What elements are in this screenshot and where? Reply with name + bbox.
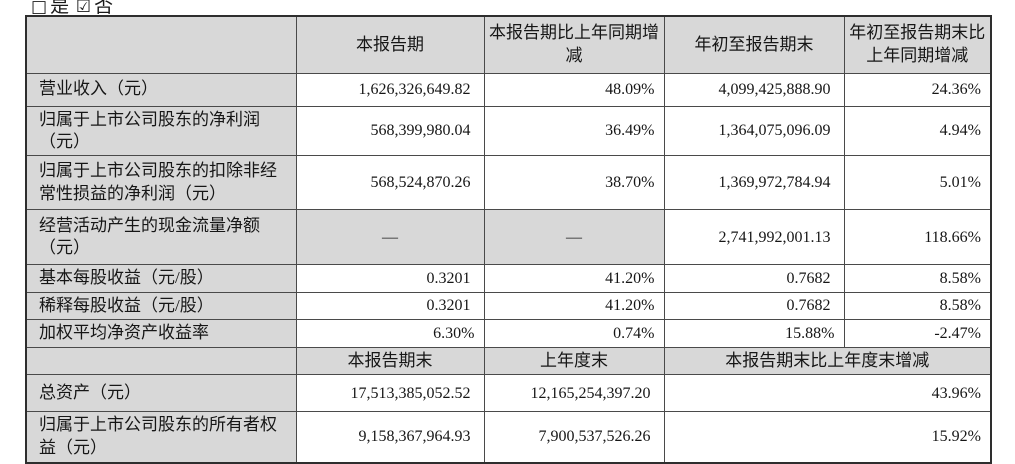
cell-value: 15.88%: [663, 319, 845, 348]
cell-value: 38.70%: [483, 155, 665, 211]
yes-checkbox-label: 是: [50, 0, 71, 17]
row-label: 归属于上市公司股东的净利润（元）: [25, 105, 297, 157]
col-header-year-to-date-change: 年初至报告期末比上年同期增减: [843, 15, 992, 74]
financial-summary-table: 本报告期 本报告期比上年同期增减 年初至报告期末 年初至报告期末比上年同期增减 …: [25, 15, 992, 464]
cell-value: 24.36%: [843, 72, 992, 107]
cell-value: 4.94%: [843, 105, 992, 157]
subheader-empty-cell: [25, 346, 297, 376]
table-row-basic-eps: 基本每股收益（元/股） 0.3201 41.20% 0.7682 8.58%: [25, 264, 992, 293]
cell-value: 9,158,367,964.93: [295, 411, 485, 464]
cell-value: 41.20%: [483, 291, 665, 321]
col-header-end-of-prior-year: 上年度末: [483, 346, 665, 376]
cell-value: 0.74%: [483, 319, 665, 348]
table-row-net-profit-excl-nonrecurring: 归属于上市公司股东的扣除非经常性损益的净利润（元） 568,524,870.26…: [25, 155, 992, 211]
table-row-shareholders-equity: 归属于上市公司股东的所有者权益（元） 9,158,367,964.93 7,90…: [25, 411, 992, 464]
row-label: 基本每股收益（元/股）: [25, 264, 297, 293]
cell-value: 8.58%: [843, 291, 992, 321]
cell-value: 17,513,385,052.52: [295, 374, 485, 413]
cell-value: 118.66%: [843, 209, 992, 266]
cell-value: 7,900,537,526.26: [483, 411, 665, 464]
row-label: 归属于上市公司股东的所有者权益（元）: [25, 411, 297, 464]
row-label: 稀释每股收益（元/股）: [25, 291, 297, 321]
cell-value: 36.49%: [483, 105, 665, 157]
col-header-end-of-period-change: 本报告期末比上年度末增减: [663, 346, 992, 376]
cell-value: 1,369,972,784.94: [663, 155, 845, 211]
cell-value: 568,399,980.04: [295, 105, 485, 157]
cell-value: 0.3201: [295, 264, 485, 293]
cell-value: -2.47%: [843, 319, 992, 348]
cell-value: 0.3201: [295, 291, 485, 321]
table-row-total-assets: 总资产（元） 17,513,385,052.52 12,165,254,397.…: [25, 374, 992, 413]
cell-value: 12,165,254,397.20: [483, 374, 665, 413]
col-header-current-period: 本报告期: [295, 15, 485, 74]
table-row-net-profit: 归属于上市公司股东的净利润（元） 568,399,980.04 36.49% 1…: [25, 105, 992, 157]
col-header-year-to-date: 年初至报告期末: [663, 15, 845, 74]
table-row-weighted-avg-roe: 加权平均净资产收益率 6.30% 0.74% 15.88% -2.47%: [25, 319, 992, 348]
row-label: 归属于上市公司股东的扣除非经常性损益的净利润（元）: [25, 155, 297, 211]
no-checkbox-label: 否: [94, 0, 115, 17]
cell-value: 6.30%: [295, 319, 485, 348]
cell-value: 43.96%: [663, 374, 992, 413]
cell-value: 1,626,326,649.82: [295, 72, 485, 107]
col-header-end-of-period: 本报告期末: [295, 346, 485, 376]
cell-value: 4,099,425,888.90: [663, 72, 845, 107]
cell-value: —: [295, 209, 485, 266]
table-row-operating-revenue: 营业收入（元） 1,626,326,649.82 48.09% 4,099,42…: [25, 72, 992, 107]
col-header-current-period-change: 本报告期比上年同期增减: [483, 15, 665, 74]
cell-value: 1,364,075,096.09: [663, 105, 845, 157]
cell-value: 5.01%: [843, 155, 992, 211]
row-label: 经营活动产生的现金流量净额（元）: [25, 209, 297, 266]
cell-value: 8.58%: [843, 264, 992, 293]
cell-value: 568,524,870.26: [295, 155, 485, 211]
row-label: 总资产（元）: [25, 374, 297, 413]
cell-value: 0.7682: [663, 264, 845, 293]
row-label: 加权平均净资产收益率: [25, 319, 297, 348]
cell-value: 15.92%: [663, 411, 992, 464]
cell-value: 2,741,992,001.13: [663, 209, 845, 266]
row-label: 营业收入（元）: [25, 72, 297, 107]
yes-no-checkbox-line: □ 是 ☑ 否: [31, 0, 114, 18]
table-row-diluted-eps: 稀释每股收益（元/股） 0.3201 41.20% 0.7682 8.58%: [25, 291, 992, 321]
cell-value: 41.20%: [483, 264, 665, 293]
table-header-row: 本报告期 本报告期比上年同期增减 年初至报告期末 年初至报告期末比上年同期增减: [25, 15, 992, 74]
cell-value: —: [483, 209, 665, 266]
cell-value: 0.7682: [663, 291, 845, 321]
cell-value: 48.09%: [483, 72, 665, 107]
table-row-operating-cash-flow: 经营活动产生的现金流量净额（元） — — 2,741,992,001.13 11…: [25, 209, 992, 266]
yes-checkbox-icon: □: [31, 0, 49, 17]
no-checkbox-icon: ☑: [75, 0, 93, 17]
table-subheader-row: 本报告期末 上年度末 本报告期末比上年度末增减: [25, 346, 992, 376]
header-empty-cell: [25, 15, 297, 74]
